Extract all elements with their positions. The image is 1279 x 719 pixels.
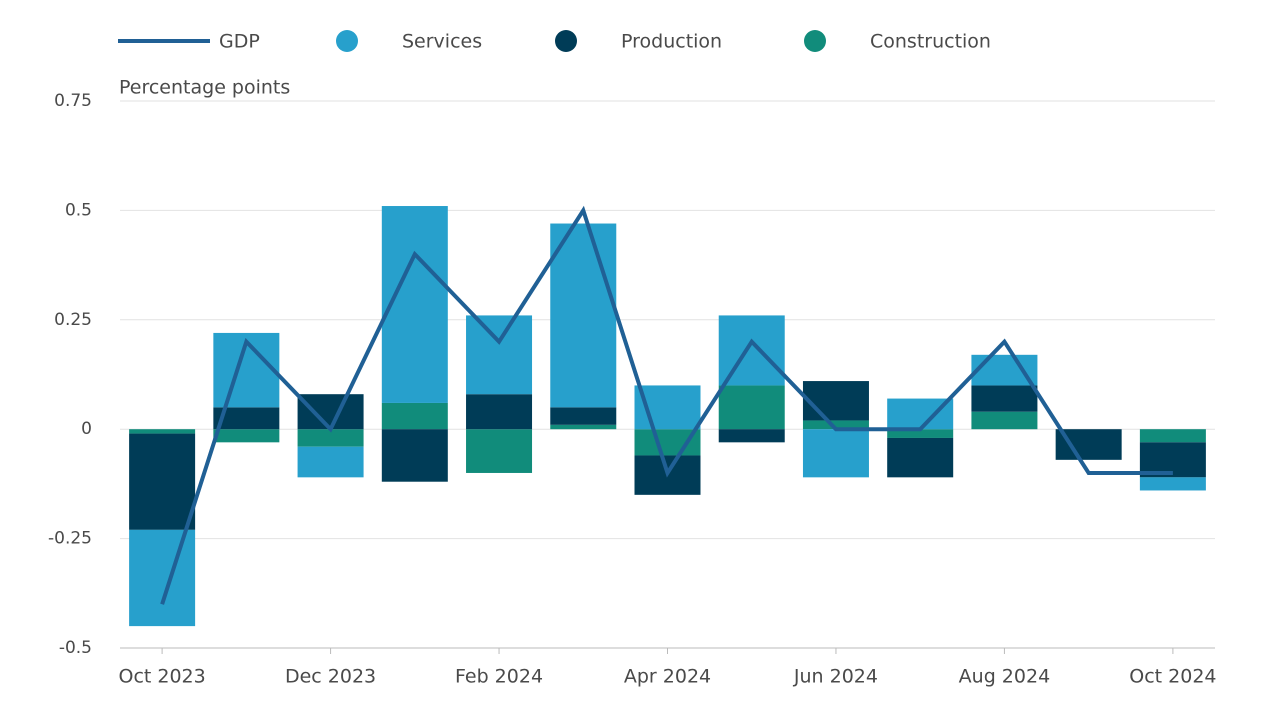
- x-tick-label: Apr 2024: [624, 666, 711, 688]
- legend-dot: [804, 30, 826, 52]
- bar: [802, 429, 869, 478]
- bar: [802, 420, 869, 430]
- x-tick-label: Jun 2024: [793, 666, 878, 688]
- bar: [129, 433, 196, 530]
- y-tick-label: -0.5: [59, 638, 92, 658]
- bar: [297, 394, 364, 430]
- bar: [718, 385, 785, 430]
- bar: [550, 223, 617, 408]
- bar: [1139, 429, 1206, 443]
- gdp-line: [160, 205, 1173, 605]
- bar: [802, 381, 869, 421]
- bar: [1139, 477, 1206, 491]
- bar: [381, 402, 448, 430]
- legend-label: Services: [402, 31, 482, 53]
- x-tick-label: Oct 2023: [118, 666, 205, 688]
- bar: [971, 385, 1038, 412]
- y-tick-label: 0.5: [65, 200, 92, 220]
- bar: [1055, 429, 1122, 460]
- bar: [129, 429, 196, 434]
- bar: [213, 429, 280, 443]
- x-tick-label: Feb 2024: [455, 666, 543, 688]
- bar: [213, 407, 280, 430]
- bar: [381, 429, 448, 482]
- legend-dot: [555, 30, 577, 52]
- legend-label: Construction: [870, 31, 991, 53]
- y-tick-label: -0.25: [48, 529, 92, 549]
- bar: [634, 429, 701, 456]
- bar: [971, 354, 1038, 386]
- bar: [971, 411, 1038, 430]
- y-tick-label: 0.75: [54, 91, 92, 111]
- x-tick-label: Aug 2024: [959, 666, 1051, 688]
- bar: [466, 315, 533, 395]
- y-axis-label: Percentage points: [119, 77, 290, 99]
- bar: [718, 429, 785, 443]
- bar: [129, 529, 196, 627]
- bar: [887, 429, 954, 438]
- legend-label: GDP: [219, 31, 260, 53]
- y-tick-label: 0.25: [54, 310, 92, 330]
- bar: [297, 429, 364, 447]
- bar: [297, 446, 364, 478]
- y-tick-label: 0: [81, 419, 92, 439]
- legend-dot: [336, 30, 358, 52]
- x-tick-label: Dec 2023: [285, 666, 376, 688]
- bar: [887, 437, 954, 478]
- bar: [550, 407, 617, 425]
- bar: [466, 394, 533, 430]
- legend-label: Production: [621, 31, 722, 53]
- bar: [550, 424, 617, 430]
- x-tick-label: Oct 2024: [1129, 666, 1216, 688]
- bar: [466, 429, 533, 473]
